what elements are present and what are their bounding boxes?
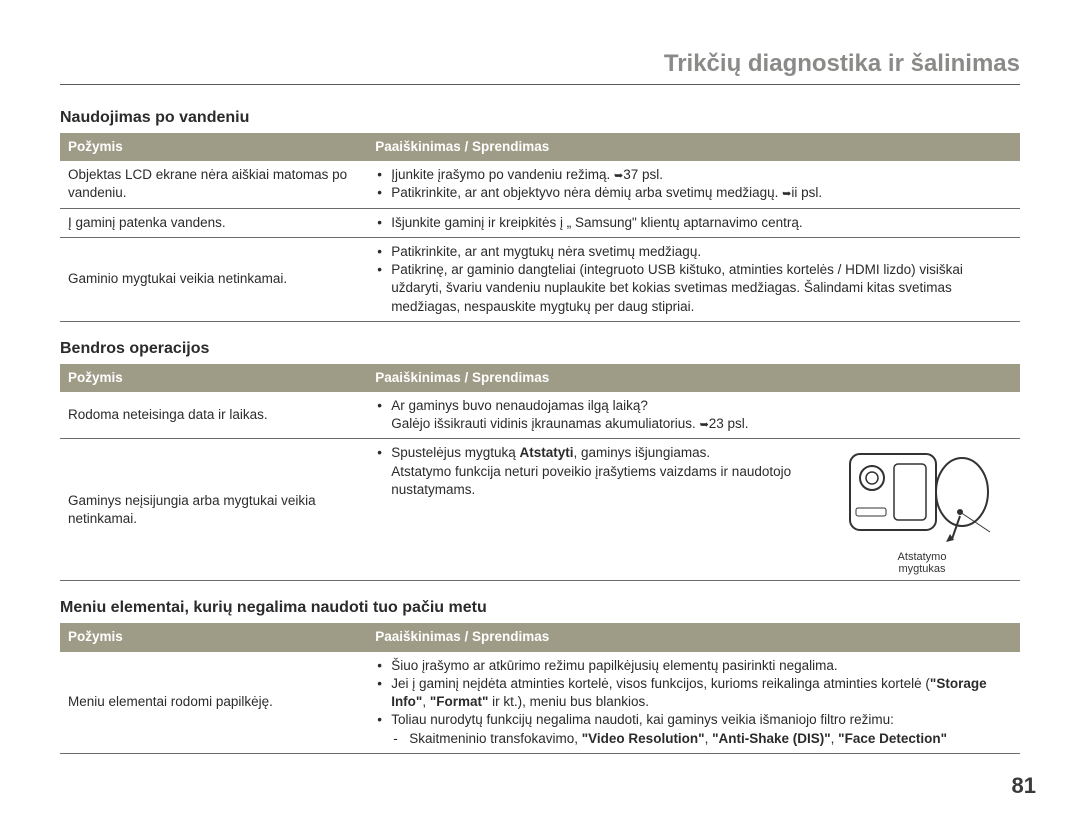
bullet: Toliau nurodytų funkcijų negalima naudot… — [375, 711, 1012, 747]
section-title-general: Bendros operacijos — [60, 340, 1020, 358]
sub-bullet: Skaitmeninio transfokavimo, "Video Resol… — [391, 730, 1012, 748]
th-symptom: Požymis — [60, 133, 367, 161]
solution-cell: Išjunkite gaminį ir kreipkitės į „ Samsu… — [367, 208, 1020, 237]
th-solution: Paaiškinimas / Sprendimas — [367, 133, 1020, 161]
bullet: Įjunkite įrašymo po vandeniu režimą. 37 … — [375, 166, 1012, 184]
symptom-cell: Rodoma neteisinga data ir laikas. — [60, 392, 367, 439]
bullet: Ar gaminys buvo nenaudojamas ilgą laiką?… — [375, 397, 1012, 433]
th-solution: Paaiškinimas / Sprendimas — [367, 364, 1020, 392]
symptom-cell: Meniu elementai rodomi papilkėję. — [60, 652, 367, 754]
symptom-cell: Į gaminį patenka vandens. — [60, 208, 367, 237]
bullet: Spustelėjus mygtuką Atstatyti, gaminys i… — [375, 444, 1012, 499]
table-general: Požymis Paaiškinimas / Sprendimas Rodoma… — [60, 364, 1020, 582]
section-title-menu: Meniu elementai, kurių negalima naudoti … — [60, 599, 1020, 617]
diagram-label: Atstatymo mygtukas — [832, 551, 1012, 575]
th-solution: Paaiškinimas / Sprendimas — [367, 623, 1020, 651]
table-menu: Požymis Paaiškinimas / Sprendimas Meniu … — [60, 623, 1020, 753]
symptom-cell: Gaminio mygtukai veikia netinkamai. — [60, 237, 367, 321]
bullet: Patikrinkite, ar ant objektyvo nėra dėmi… — [375, 184, 1012, 202]
symptom-cell: Gaminys neįsijungia arba mygtukai veikia… — [60, 439, 367, 581]
bullet: Patikrinkite, ar ant mygtukų nėra svetim… — [375, 243, 1012, 261]
bullet: Patikrinę, ar gaminio dangteliai (integr… — [375, 261, 1012, 316]
solution-cell: Įjunkite įrašymo po vandeniu režimą. 37 … — [367, 161, 1020, 208]
solution-cell: Ar gaminys buvo nenaudojamas ilgą laiką?… — [367, 392, 1020, 439]
page-title: Trikčių diagnostika ir šalinimas — [60, 50, 1020, 85]
bullet: Šiuo įrašymo ar atkūrimo režimu papilkėj… — [375, 657, 1012, 675]
th-symptom: Požymis — [60, 623, 367, 651]
table-underwater: Požymis Paaiškinimas / Sprendimas Objekt… — [60, 133, 1020, 322]
bullet: Jei į gaminį neįdėta atminties kortelė, … — [375, 675, 1012, 711]
solution-cell: Patikrinkite, ar ant mygtukų nėra svetim… — [367, 237, 1020, 321]
page-number: 81 — [1012, 773, 1036, 799]
solution-cell: Šiuo įrašymo ar atkūrimo režimu papilkėj… — [367, 652, 1020, 754]
th-symptom: Požymis — [60, 364, 367, 392]
section-title-underwater: Naudojimas po vandeniu — [60, 109, 1020, 127]
solution-cell: Atstatymo mygtukas Spustelėjus mygtuką A… — [367, 439, 1020, 581]
symptom-cell: Objektas LCD ekrane nėra aiškiai matomas… — [60, 161, 367, 208]
bullet: Išjunkite gaminį ir kreipkitės į „ Samsu… — [375, 214, 1012, 232]
